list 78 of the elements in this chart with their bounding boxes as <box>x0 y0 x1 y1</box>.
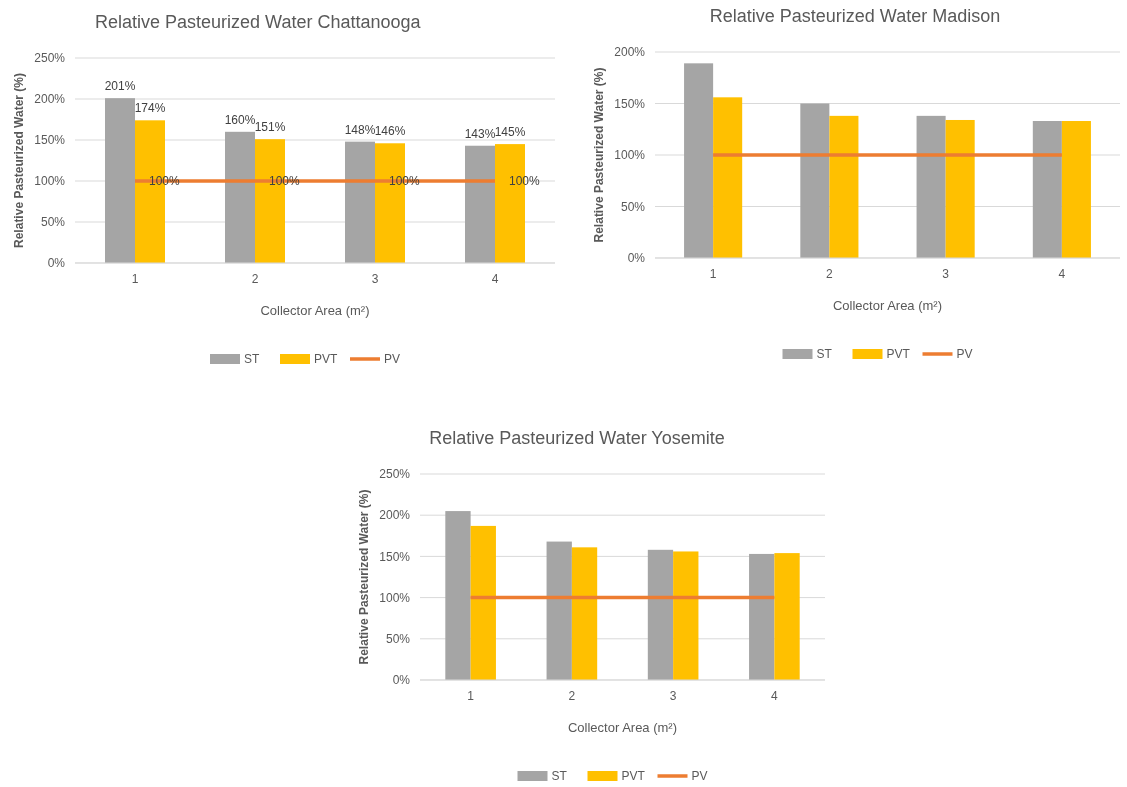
y-tick-label: 50% <box>40 215 66 230</box>
x-axis-title: Collector Area (m²) <box>260 303 370 318</box>
bar <box>105 98 135 263</box>
chart-title: Relative Pasteurized Water Madison <box>709 6 1001 26</box>
bar <box>673 551 699 680</box>
y-tick-label: 150% <box>379 549 411 564</box>
data-label: 201% <box>104 79 136 94</box>
bar <box>1061 121 1091 258</box>
y-tick-label: 50% <box>620 199 646 214</box>
bar <box>774 553 800 680</box>
x-tick-label: 1 <box>709 267 717 281</box>
legend-label: PVT <box>314 352 339 367</box>
bar <box>749 553 775 680</box>
data-label: 174% <box>134 101 166 116</box>
y-tick-label: 0% <box>47 256 66 271</box>
data-label: 143% <box>464 126 496 141</box>
bar <box>1032 121 1062 258</box>
data-label: 145% <box>494 125 526 140</box>
y-tick-label: 200% <box>34 92 66 107</box>
x-tick-label: 2 <box>251 272 259 286</box>
y-tick-label: 250% <box>34 51 66 66</box>
x-tick-label: 3 <box>942 267 950 281</box>
x-tick-label: 4 <box>771 689 779 703</box>
bar <box>225 131 255 263</box>
bar <box>647 549 674 680</box>
y-tick-label: 200% <box>379 508 411 523</box>
y-tick-label: 250% <box>379 467 411 482</box>
data-label: 100% <box>149 174 181 189</box>
chart-title: Relative Pasteurized Water Chattanooga <box>95 12 422 32</box>
bar <box>916 115 946 258</box>
bar <box>445 511 471 680</box>
legend-label: PVT <box>886 347 911 362</box>
data-label: 160% <box>224 112 256 127</box>
legend-label: ST <box>816 347 833 362</box>
legend-label: PV <box>956 347 973 362</box>
y-tick-label: 100% <box>614 148 646 163</box>
bar <box>713 97 743 258</box>
bar <box>345 141 375 263</box>
data-label: 151% <box>254 120 286 135</box>
y-tick-label: 200% <box>614 45 646 60</box>
y-axis-title: Relative Pasteurized Water (%) <box>12 73 26 248</box>
y-tick-label: 0% <box>392 673 411 688</box>
bar <box>684 63 714 258</box>
bar <box>829 115 859 258</box>
y-tick-label: 150% <box>614 96 646 111</box>
x-tick-label: 4 <box>1058 267 1066 281</box>
data-label: 100% <box>509 174 541 189</box>
bar <box>465 145 495 263</box>
y-tick-label: 100% <box>34 174 66 189</box>
legend-label: PVT <box>621 769 646 784</box>
bar <box>470 525 496 680</box>
bar <box>571 547 598 680</box>
y-axis-title: Relative Pasteurized Water (%) <box>357 489 371 665</box>
y-tick-label: 50% <box>385 632 411 646</box>
y-axis-title: Relative Pasteurized Water (%) <box>592 67 606 243</box>
x-axis-title: Collector Area (m²) <box>832 298 943 313</box>
data-label: 146% <box>374 124 406 139</box>
data-label: 148% <box>344 122 376 137</box>
x-tick-label: 1 <box>467 689 475 703</box>
data-label: 100% <box>269 174 301 189</box>
chart-title: Relative Pasteurized Water Yosemite <box>429 428 725 448</box>
legend-label: ST <box>244 352 260 367</box>
legend-label: ST <box>551 769 568 784</box>
x-tick-label: 4 <box>491 272 499 286</box>
y-tick-label: 150% <box>34 133 66 148</box>
bar <box>945 119 975 258</box>
x-tick-label: 2 <box>568 689 576 703</box>
y-tick-label: 0% <box>627 251 646 266</box>
legend-label: PV <box>691 769 708 784</box>
x-tick-label: 3 <box>371 272 379 286</box>
x-axis-title: Collector Area (m²) <box>567 720 678 735</box>
bar <box>546 541 572 680</box>
x-tick-label: 3 <box>669 689 677 703</box>
bar <box>800 103 830 258</box>
legend-label: PV <box>384 352 401 367</box>
x-tick-label: 2 <box>826 267 834 281</box>
y-tick-label: 100% <box>379 590 411 605</box>
x-tick-label: 1 <box>131 272 139 286</box>
